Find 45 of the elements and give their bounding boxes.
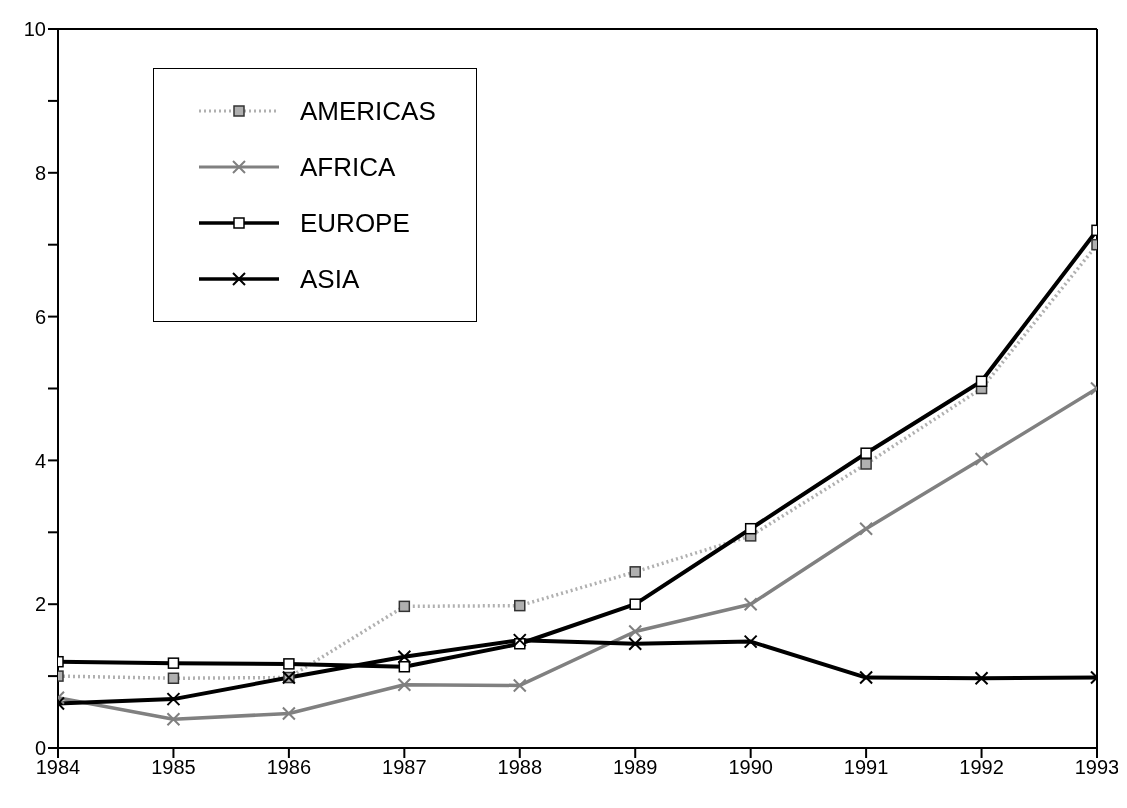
legend-label: AFRICA [300,151,396,183]
y-tick-label: 6 [34,305,46,328]
point [397,677,412,692]
legend-label: ASIA [300,263,360,295]
x-tick-label: 1985 [151,756,196,779]
point [974,451,989,466]
point [397,649,412,664]
point [167,672,180,685]
point [514,599,526,612]
point [398,600,411,613]
point [166,692,181,707]
y-tick-label: 10 [23,18,46,41]
point [974,671,989,686]
point [744,522,757,535]
point [628,624,643,639]
point [859,670,874,685]
point [975,375,988,388]
x-tick-label: 1990 [728,756,773,779]
legend-label: AMERICAS [300,95,436,127]
x-tick-label: 1993 [1074,756,1120,779]
point [283,658,295,670]
point [629,566,641,578]
point [512,633,527,648]
x-tick-label: 1991 [843,756,889,779]
point [860,458,872,470]
point [743,634,758,649]
point [167,657,180,669]
point [512,678,527,693]
point [166,712,181,727]
point [629,598,641,610]
y-tick-label: 2 [34,593,46,616]
point [743,597,758,612]
point [860,447,872,459]
x-tick-label: 1989 [612,756,658,779]
x-tick-label: 1986 [266,756,312,779]
y-tick-label: 4 [34,449,46,472]
x-tick-label: 1988 [497,756,543,779]
x-tick-label: 1987 [382,756,427,779]
y-tick-label: 8 [34,161,46,184]
legend-label: EUROPE [300,207,410,239]
point [859,521,874,536]
x-tick-label: 1992 [959,756,1004,779]
point [398,661,411,673]
point [628,636,643,651]
point [281,706,296,721]
